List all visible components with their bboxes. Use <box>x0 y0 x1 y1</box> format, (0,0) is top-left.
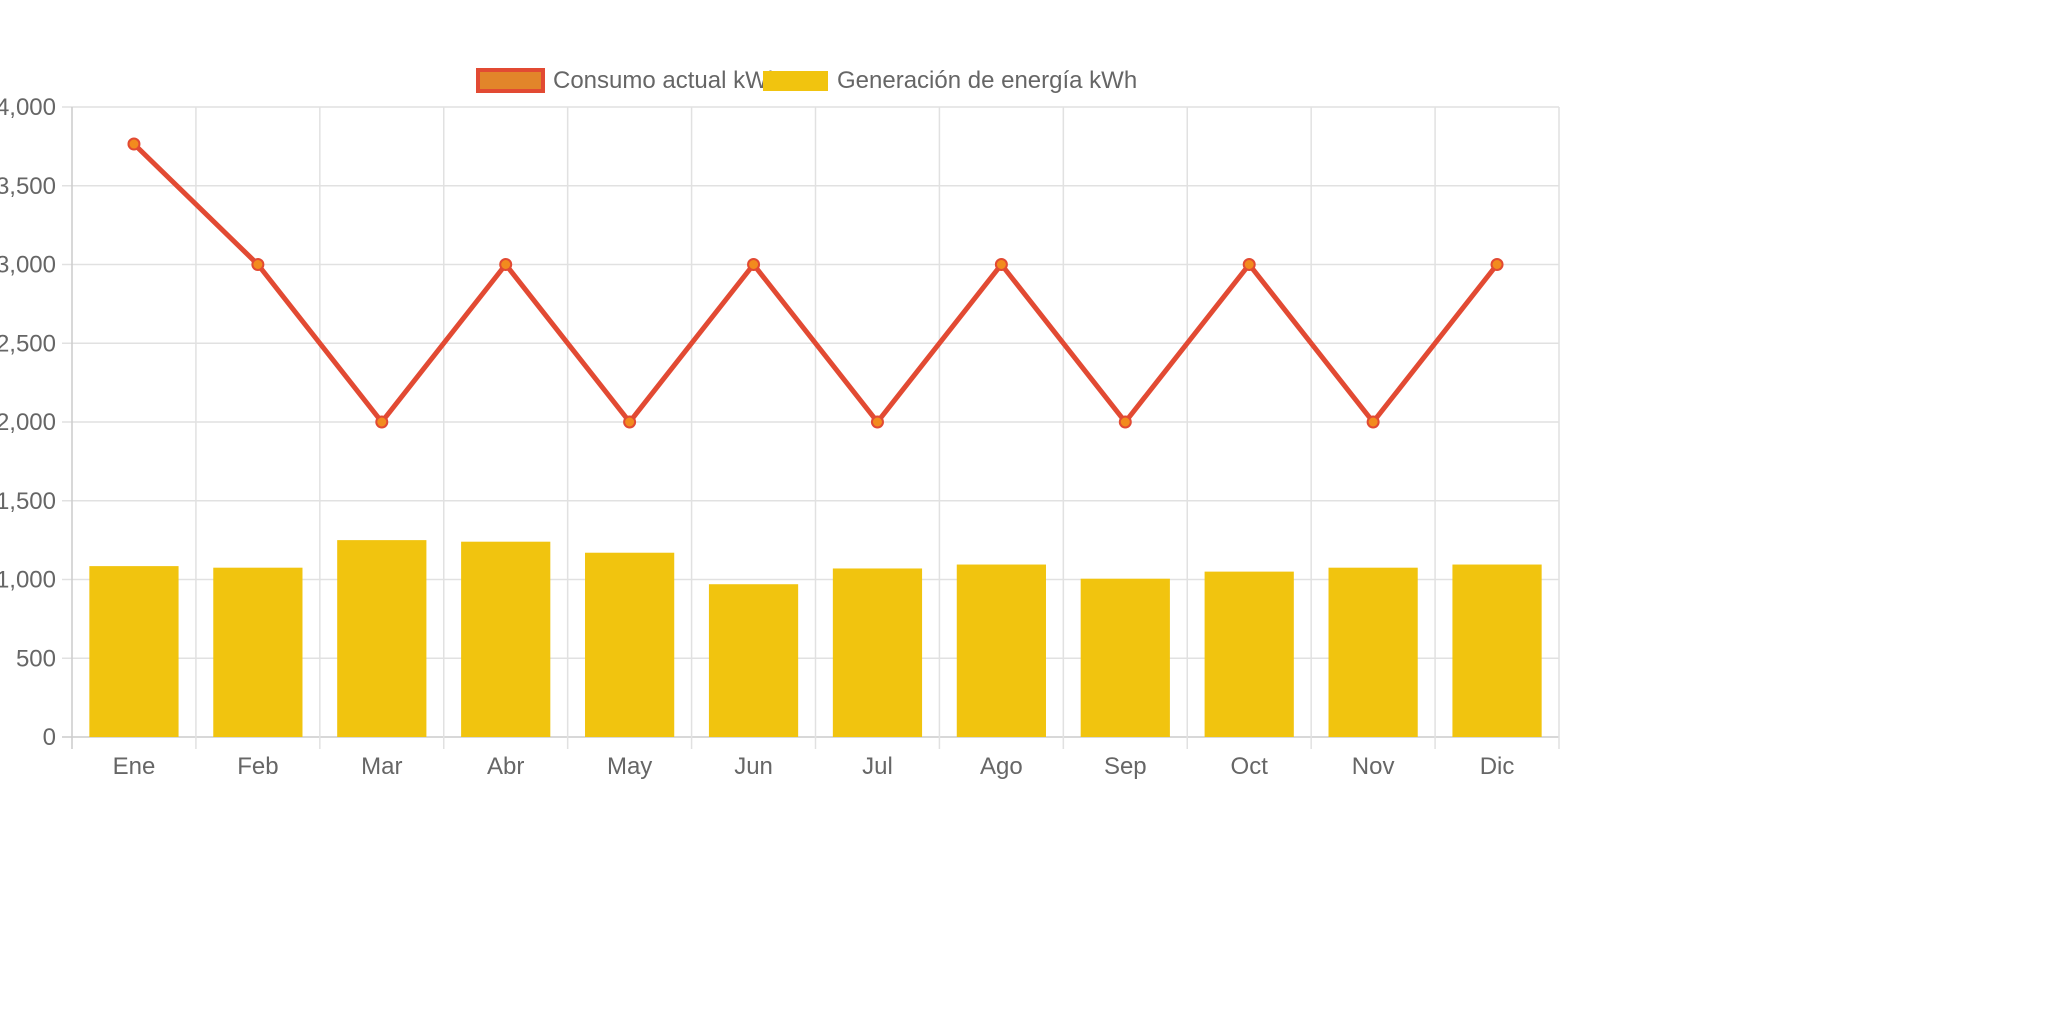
consumo-point-abr[interactable] <box>499 258 513 271</box>
x-tick-label: Mar <box>361 753 402 780</box>
bar-oct[interactable] <box>1204 571 1294 737</box>
bar-mar[interactable] <box>337 540 427 737</box>
legend-swatch-generacion[interactable] <box>763 71 828 91</box>
bar-abr[interactable] <box>461 541 551 737</box>
legend-swatch-consumo[interactable] <box>476 68 545 93</box>
x-tick-label: Dic <box>1480 753 1515 780</box>
consumo-point-ene[interactable] <box>127 137 141 151</box>
bar-may[interactable] <box>585 552 675 737</box>
y-tick-label: 2,500 <box>0 330 56 357</box>
x-tick-label: Jun <box>734 753 773 780</box>
x-tick-label: May <box>607 753 652 780</box>
y-tick-label: 0 <box>43 724 56 751</box>
legend: Consumo actual kWh Generación de energía… <box>476 67 1137 94</box>
legend-label-consumo[interactable]: Consumo actual kWh <box>553 67 781 94</box>
x-tick-label: Oct <box>1231 753 1269 780</box>
axes: 0 500 1,000 1,500 2,000 2,500 3,000 3,500 4,000 E… <box>0 94 1514 780</box>
bar-jul[interactable] <box>832 568 923 737</box>
y-tick-label: 3,000 <box>0 252 56 279</box>
consumo-point-sep[interactable] <box>1118 415 1132 429</box>
x-tick-label: Sep <box>1104 753 1147 780</box>
line-series-consumo <box>127 137 1504 429</box>
consumo-point-jun[interactable] <box>747 258 761 271</box>
legend-label-generacion[interactable]: Generación de energía kWh <box>837 67 1137 94</box>
y-tick-label: 3,500 <box>0 173 56 200</box>
y-tick-label: 500 <box>16 645 56 672</box>
x-tick-label: Abr <box>487 753 524 780</box>
consumo-point-jul[interactable] <box>870 415 884 429</box>
grid-lines <box>62 106 1560 749</box>
bar-series-generacion <box>89 540 1542 737</box>
x-tick-label: Ene <box>113 753 156 780</box>
consumo-point-ago[interactable] <box>994 258 1008 271</box>
y-tick-label: 4,000 <box>0 94 56 121</box>
consumo-point-may[interactable] <box>623 415 637 429</box>
x-tick-label: Jul <box>862 753 893 780</box>
bar-ago[interactable] <box>956 564 1046 737</box>
consumo-point-feb[interactable] <box>251 258 265 271</box>
bar-jun[interactable] <box>708 584 799 737</box>
consumo-point-dic[interactable] <box>1490 258 1504 271</box>
y-tick-label: 2,000 <box>0 409 56 436</box>
x-tick-label: Feb <box>237 753 278 780</box>
bar-feb[interactable] <box>213 567 303 737</box>
x-tick-label: Nov <box>1352 753 1395 780</box>
bar-dic[interactable] <box>1452 564 1542 737</box>
bar-sep[interactable] <box>1080 578 1170 737</box>
consumo-line <box>131 141 1500 425</box>
y-tick-label: 1,000 <box>0 567 56 594</box>
x-tick-label: Ago <box>980 753 1023 780</box>
consumo-point-oct[interactable] <box>1242 258 1256 271</box>
consumo-point-nov[interactable] <box>1366 415 1380 429</box>
bar-nov[interactable] <box>1328 567 1418 737</box>
consumo-point-mar[interactable] <box>375 415 389 429</box>
y-tick-label: 1,500 <box>0 488 56 515</box>
bar-ene[interactable] <box>89 566 179 737</box>
